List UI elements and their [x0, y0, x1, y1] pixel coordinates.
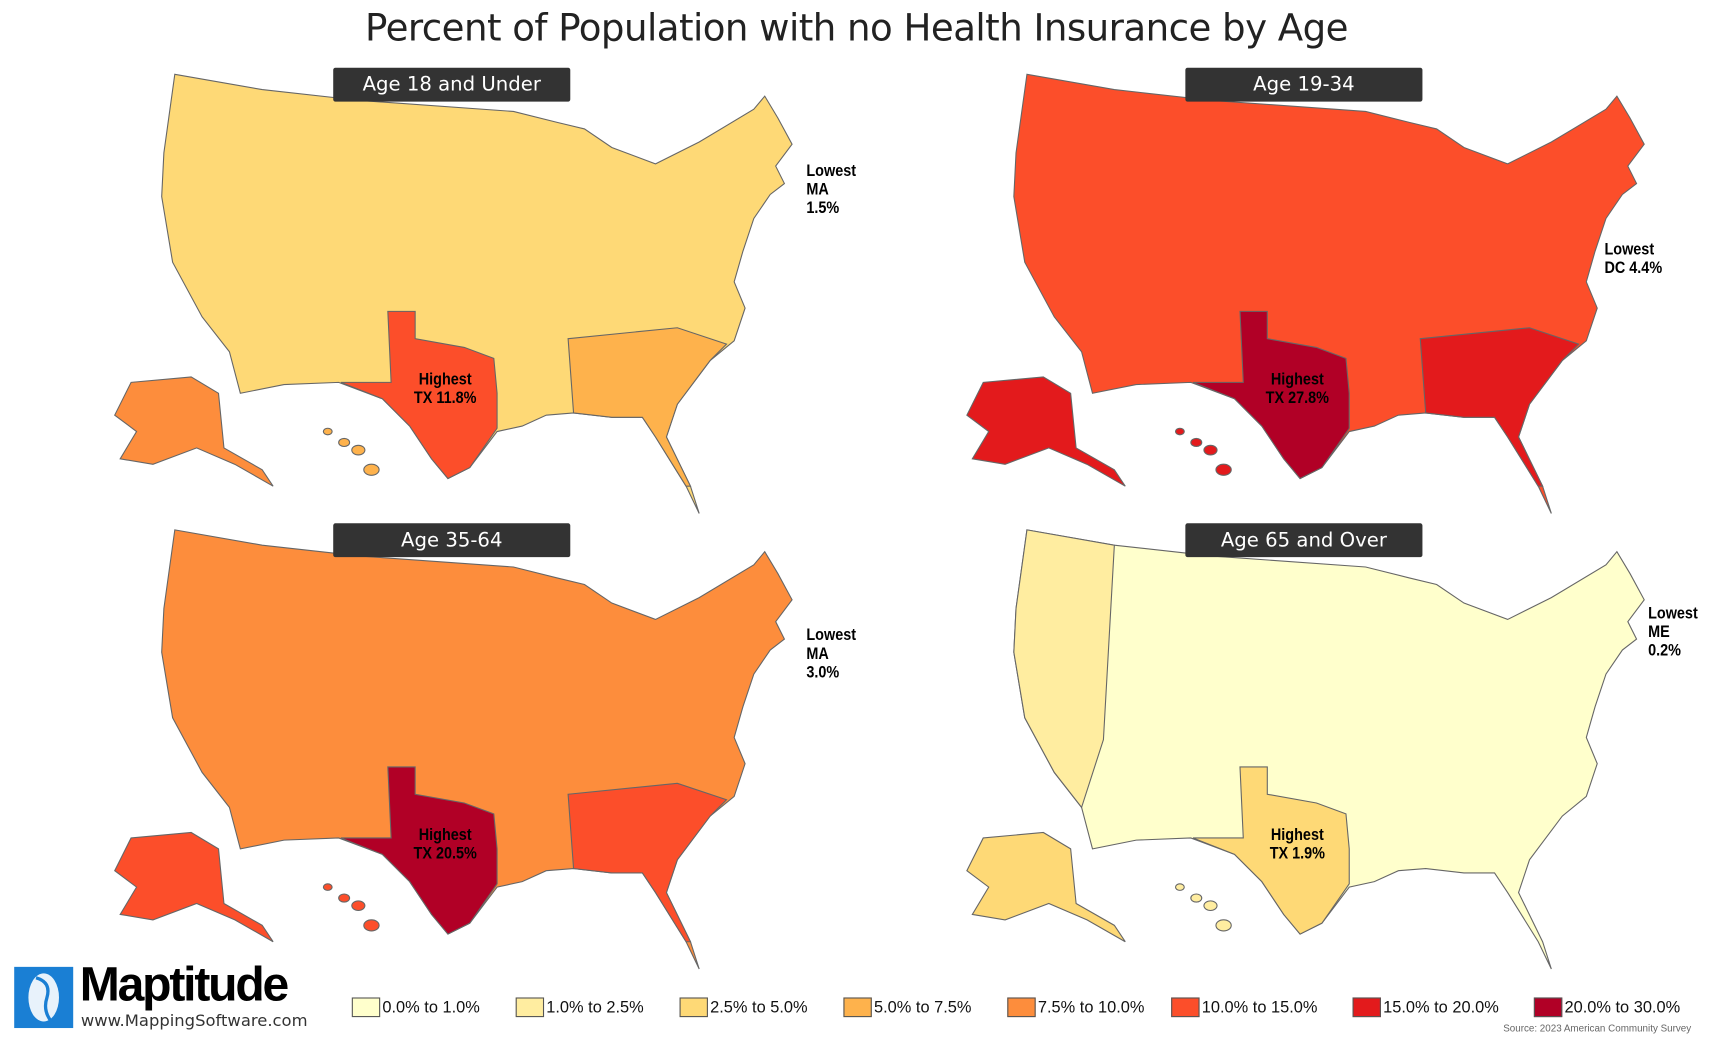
legend-label: 0.0% to 1.0%	[382, 997, 480, 1017]
state-hawaii-island	[1190, 893, 1203, 903]
state-group	[567, 782, 728, 943]
legend-swatch	[1352, 997, 1381, 1018]
us-map	[966, 73, 1645, 514]
legend-item: 1.0% to 2.5%	[515, 997, 680, 1018]
logo-name: Maptitude	[79, 958, 290, 1012]
state-texas	[1192, 766, 1350, 935]
lowest-value: DC 4.4%	[1604, 258, 1663, 278]
contiguous-us	[1013, 529, 1645, 970]
globe-head-icon	[14, 966, 74, 1029]
state-hawaii-island	[1203, 444, 1218, 456]
state-hawaii-island	[1215, 463, 1232, 476]
lowest-annotation: Lowest MA 1.5%	[806, 162, 856, 218]
state-hawaii-island	[322, 427, 333, 436]
legend-swatch	[1007, 997, 1036, 1018]
legend-item: 2.5% to 5.0%	[679, 997, 844, 1018]
legend: 0.0% to 1.0% 1.0% to 2.5% 2.5% to 5.0% 5.0%…	[351, 997, 1713, 1018]
panel-label: Age 18 and Under	[333, 67, 571, 102]
state-hawaii-island	[338, 437, 351, 448]
legend-swatch	[1533, 997, 1563, 1018]
us-map	[114, 529, 793, 970]
highest-annotation: Highest TX 20.5%	[409, 826, 481, 863]
legend-swatch	[679, 997, 708, 1018]
lowest-value: MA 1.5%	[806, 180, 840, 218]
lowest-value: MA 3.0%	[806, 644, 840, 682]
legend-item: 7.5% to 10.0%	[1007, 997, 1171, 1018]
legend-item: 0.0% to 1.0%	[351, 997, 516, 1018]
legend-label: 2.5% to 5.0%	[710, 997, 808, 1017]
state-hawaii-island	[1215, 919, 1232, 932]
highest-annotation: Highest TX 1.9%	[1261, 826, 1333, 863]
state-alaska	[114, 376, 274, 487]
state-alaska	[966, 831, 1126, 943]
us-map	[114, 73, 793, 514]
state-group	[567, 327, 728, 487]
map-title: Percent of Population with no Health Ins…	[365, 6, 1348, 51]
state-hawaii-island	[1190, 437, 1203, 448]
state-texas	[1192, 310, 1350, 480]
legend-item: 10.0% to 15.0%	[1171, 997, 1352, 1018]
lowest-label: Lowest	[1604, 240, 1655, 259]
logo-url: www.MappingSoftware.com	[80, 1010, 308, 1031]
state-hawaii-island	[1174, 427, 1185, 436]
legend-item: 20.0% to 30.0%	[1533, 997, 1713, 1018]
state-hawaii-island	[351, 444, 366, 456]
legend-swatch	[351, 997, 381, 1018]
lowest-annotation: Lowest ME 0.2%	[1648, 604, 1705, 660]
state-alaska	[114, 831, 274, 943]
state-hawaii-island	[1203, 900, 1218, 912]
legend-swatch	[515, 997, 545, 1018]
legend-label: 1.0% to 2.5%	[546, 997, 644, 1017]
legend-label: 5.0% to 7.5%	[874, 997, 972, 1017]
highest-label: Highest	[1270, 370, 1324, 389]
highest-label: Highest	[418, 825, 472, 845]
state-hawaii-island	[338, 893, 351, 903]
highest-label: Highest	[1270, 825, 1324, 845]
legend-label: 7.5% to 10.0%	[1037, 997, 1145, 1017]
highest-label: Highest	[418, 370, 472, 389]
legend-item: 5.0% to 7.5%	[843, 997, 1007, 1018]
highest-value: TX 27.8%	[1265, 388, 1330, 408]
lowest-annotation: Lowest DC 4.4%	[1604, 240, 1662, 277]
map-panel: Age 35-64 Highest TX 20.5% Lowest MA 3.0%	[0, 521, 857, 978]
legend-swatch	[843, 997, 872, 1018]
lowest-label: Lowest	[806, 161, 857, 181]
legend-label: 20.0% to 30.0%	[1564, 997, 1681, 1017]
panel-label: Age 65 and Over	[1185, 523, 1423, 558]
legend-item: 15.0% to 20.0%	[1352, 997, 1534, 1018]
lowest-label: Lowest	[806, 626, 857, 645]
state-texas	[340, 310, 498, 480]
legend-label: 10.0% to 15.0%	[1201, 997, 1318, 1017]
state-group	[1419, 327, 1580, 487]
state-hawaii-island	[351, 900, 366, 912]
lowest-value: ME 0.2%	[1648, 622, 1681, 660]
state-hawaii-island	[322, 883, 333, 891]
legend-label: 15.0% to 20.0%	[1383, 997, 1499, 1017]
us-map	[966, 529, 1645, 970]
highest-annotation: Highest TX 27.8%	[1261, 370, 1333, 407]
highest-value: TX 1.9%	[1269, 844, 1325, 864]
source-note: Source: 2023 American Community Survey	[1503, 1022, 1692, 1034]
map-panel: Age 18 and Under Highest TX 11.8% Lowest MA …	[0, 66, 857, 523]
map-panel: Age 19-34 Highest TX 27.8% Lowest DC 4.4%	[852, 66, 1709, 523]
state-hawaii-island	[1174, 883, 1185, 891]
state-hawaii-island	[363, 919, 380, 932]
map-panel: Age 65 and Over Highest TX 1.9% Lowest ME 0.…	[852, 521, 1709, 978]
lowest-label: Lowest	[1648, 604, 1698, 623]
state-alaska	[966, 376, 1126, 487]
legend-swatch	[1171, 997, 1200, 1018]
panel-label: Age 19-34	[1185, 67, 1423, 102]
highest-value: TX 20.5%	[413, 844, 477, 864]
state-texas	[340, 766, 498, 935]
state-group	[1013, 529, 1115, 809]
lowest-annotation: Lowest MA 3.0%	[806, 626, 856, 682]
highest-value: TX 11.8%	[413, 388, 477, 408]
highest-annotation: Highest TX 11.8%	[409, 370, 481, 407]
panel-label: Age 35-64	[333, 523, 571, 558]
state-hawaii-island	[363, 463, 380, 476]
